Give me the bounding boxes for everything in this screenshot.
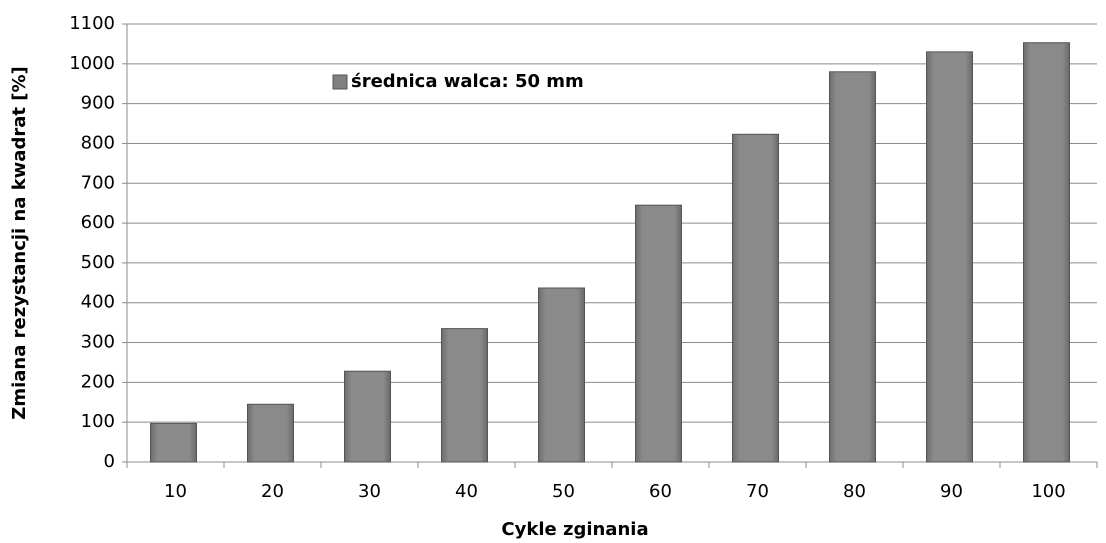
x-tick-label: 20 xyxy=(261,481,284,502)
bar xyxy=(926,51,973,463)
x-tick-label: 90 xyxy=(940,481,963,502)
x-tick-label: 50 xyxy=(552,481,575,502)
bar xyxy=(344,370,391,463)
x-axis-title: Cykle zginania xyxy=(501,519,648,540)
y-tick-label: 200 xyxy=(81,371,115,392)
x-tick-label: 100 xyxy=(1031,481,1065,502)
x-tick-label: 70 xyxy=(746,481,769,502)
bar xyxy=(441,328,488,463)
y-tick-label: 900 xyxy=(81,93,115,114)
bar xyxy=(732,133,779,463)
x-tick-label: 40 xyxy=(455,481,478,502)
y-tick-label: 800 xyxy=(81,132,115,153)
y-tick-label: 500 xyxy=(81,252,115,273)
legend-swatch xyxy=(332,74,348,90)
x-tick-label: 60 xyxy=(649,481,672,502)
y-axis-title: Zmiana rezystancji na kwadrat [%] xyxy=(9,66,30,419)
bar xyxy=(538,287,585,463)
x-tick-label: 30 xyxy=(358,481,381,502)
x-tick-label: 80 xyxy=(843,481,866,502)
y-tick-label: 300 xyxy=(81,332,115,353)
bar xyxy=(829,71,876,463)
y-tick-label: 700 xyxy=(81,172,115,193)
y-tick-label: 0 xyxy=(104,451,115,472)
bar xyxy=(247,403,294,463)
y-tick-label: 1000 xyxy=(69,53,115,74)
x-tick-label: 10 xyxy=(164,481,187,502)
y-tick-label: 400 xyxy=(81,292,115,313)
bar xyxy=(1023,42,1070,463)
y-tick-label: 600 xyxy=(81,212,115,233)
bar xyxy=(635,204,682,463)
y-tick-label: 100 xyxy=(81,411,115,432)
bar xyxy=(150,422,197,463)
y-tick-label: 1100 xyxy=(69,13,115,34)
legend-label: średnica walca: 50 mm xyxy=(351,71,584,92)
